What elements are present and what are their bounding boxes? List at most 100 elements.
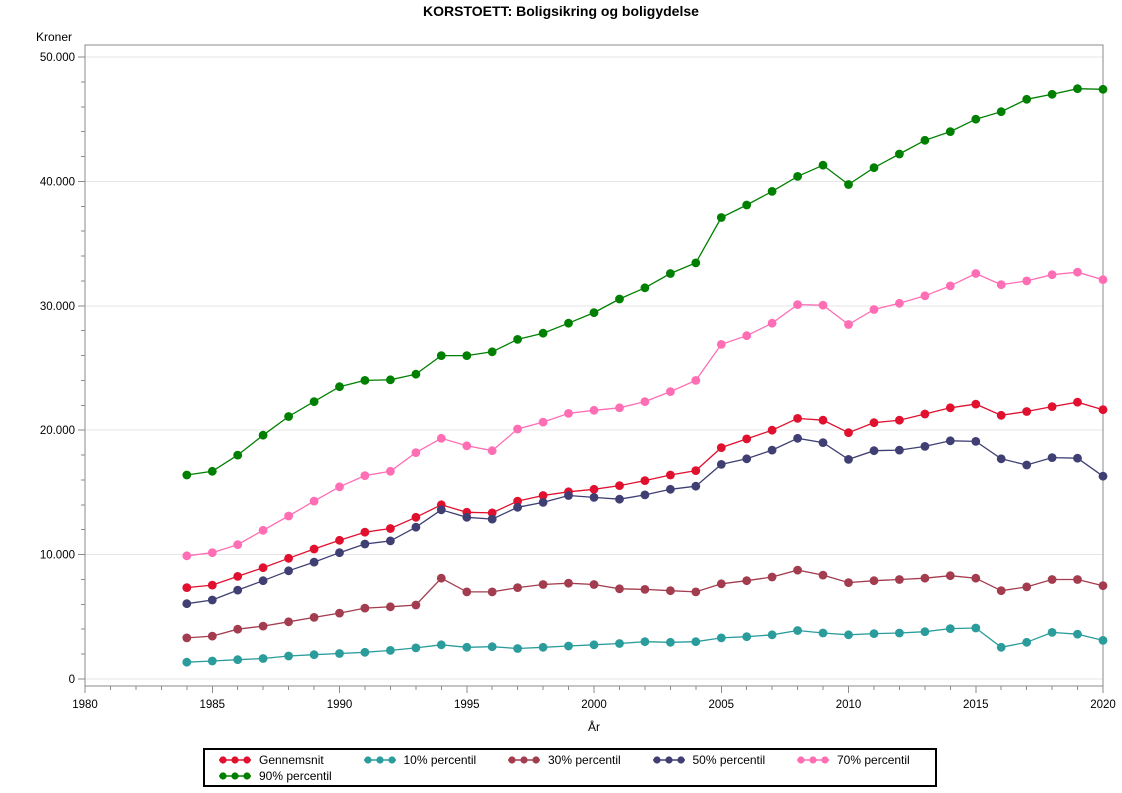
data-point-marker-icon xyxy=(615,294,624,304)
data-point-marker-icon xyxy=(640,397,650,406)
data-point-marker-icon xyxy=(233,572,243,581)
data-point-marker-icon xyxy=(386,524,395,533)
legend-item: 30% percentil xyxy=(507,753,652,767)
data-point-marker-icon xyxy=(360,376,370,385)
x-tick-label: 2005 xyxy=(708,699,734,711)
data-point-marker-icon xyxy=(895,415,904,425)
data-point-marker-icon xyxy=(1047,270,1057,280)
data-point-marker-icon xyxy=(258,430,268,440)
data-point-marker-icon xyxy=(436,573,446,583)
data-point-marker-icon xyxy=(207,548,217,558)
data-point-marker-icon xyxy=(742,576,752,586)
data-point-marker-icon xyxy=(462,587,472,597)
data-point-marker-icon xyxy=(1098,84,1108,94)
data-point-marker-icon xyxy=(895,445,904,455)
data-point-marker-icon xyxy=(1098,636,1108,645)
data-point-marker-icon xyxy=(666,637,675,647)
data-point-marker-icon xyxy=(793,172,802,181)
data-point-marker-icon xyxy=(818,160,828,170)
data-point-marker-icon xyxy=(386,536,395,546)
data-point-marker-icon xyxy=(335,382,344,392)
data-point-marker-icon xyxy=(945,571,955,581)
data-point-marker-icon xyxy=(589,580,599,589)
data-point-marker-icon xyxy=(462,642,472,652)
legend-marker-icon xyxy=(652,756,685,764)
data-point-marker-icon xyxy=(716,460,726,469)
data-point-marker-icon xyxy=(1073,629,1082,639)
data-point-marker-icon xyxy=(386,602,395,612)
data-point-marker-icon xyxy=(564,318,573,328)
data-point-marker-icon xyxy=(411,369,421,379)
data-point-marker-icon xyxy=(1073,575,1082,584)
data-point-marker-icon xyxy=(971,623,981,633)
data-point-marker-icon xyxy=(716,579,726,589)
data-point-marker-icon xyxy=(538,498,548,507)
data-point-marker-icon xyxy=(945,281,955,291)
data-point-marker-icon xyxy=(564,409,573,418)
data-point-marker-icon xyxy=(284,511,293,521)
data-point-marker-icon xyxy=(895,575,904,584)
data-point-marker-icon xyxy=(844,578,853,587)
data-point-marker-icon xyxy=(895,298,904,308)
data-point-marker-icon xyxy=(564,491,573,500)
data-point-marker-icon xyxy=(182,633,192,643)
data-point-marker-icon xyxy=(844,455,853,464)
data-point-marker-icon xyxy=(360,527,370,537)
data-point-marker-icon xyxy=(666,269,675,278)
data-point-marker-icon xyxy=(767,445,777,455)
data-point-marker-icon xyxy=(615,639,624,648)
data-point-marker-icon xyxy=(487,446,497,456)
x-tick-label: 1995 xyxy=(454,699,480,711)
x-axis-title: År xyxy=(588,720,600,734)
data-point-marker-icon xyxy=(818,415,828,425)
data-point-marker-icon xyxy=(640,490,650,500)
legend-label: 10% percentil xyxy=(403,753,477,767)
y-tick-label: 30.000 xyxy=(40,301,75,313)
data-point-marker-icon xyxy=(869,163,879,173)
data-point-marker-icon xyxy=(284,412,293,421)
data-point-marker-icon xyxy=(462,351,472,360)
x-tick-label: 1985 xyxy=(199,699,225,711)
data-point-marker-icon xyxy=(844,428,853,438)
legend-label: 30% percentil xyxy=(548,753,621,767)
data-point-marker-icon xyxy=(716,213,726,222)
data-point-marker-icon xyxy=(233,624,243,634)
data-point-marker-icon xyxy=(1098,471,1108,481)
data-point-marker-icon xyxy=(971,269,981,278)
data-point-marker-icon xyxy=(666,387,675,396)
data-point-marker-icon xyxy=(1047,453,1057,462)
data-point-marker-icon xyxy=(920,627,930,637)
data-point-marker-icon xyxy=(996,586,1006,596)
data-point-marker-icon xyxy=(1022,407,1032,416)
data-point-marker-icon xyxy=(920,135,930,145)
data-point-marker-icon xyxy=(386,466,395,476)
data-point-marker-icon xyxy=(284,617,293,627)
series-gennemsnit xyxy=(182,397,1108,592)
x-tick-label: 2015 xyxy=(963,699,989,711)
data-point-marker-icon xyxy=(309,613,319,622)
data-point-marker-icon xyxy=(767,187,777,196)
legend-item: 50% percentil xyxy=(652,753,797,767)
legend-label: 90% percentil xyxy=(259,769,332,783)
data-point-marker-icon xyxy=(436,505,446,515)
data-point-marker-icon xyxy=(386,646,395,655)
data-point-marker-icon xyxy=(589,405,599,415)
data-point-marker-icon xyxy=(335,548,344,558)
data-point-marker-icon xyxy=(258,563,268,573)
data-point-marker-icon xyxy=(1073,453,1082,463)
data-point-marker-icon xyxy=(207,656,217,666)
data-point-marker-icon xyxy=(513,583,522,592)
data-point-marker-icon xyxy=(920,442,930,451)
legend-item: 70% percentil xyxy=(796,753,941,767)
data-point-marker-icon xyxy=(691,481,701,491)
data-point-marker-icon xyxy=(360,603,370,613)
data-point-marker-icon xyxy=(1047,628,1057,637)
data-point-marker-icon xyxy=(411,448,421,457)
x-tick-label: 2000 xyxy=(581,699,607,711)
data-point-marker-icon xyxy=(462,441,472,451)
data-point-marker-icon xyxy=(513,496,522,506)
data-point-marker-icon xyxy=(564,641,573,651)
data-point-marker-icon xyxy=(564,578,573,588)
data-point-marker-icon xyxy=(411,512,421,522)
